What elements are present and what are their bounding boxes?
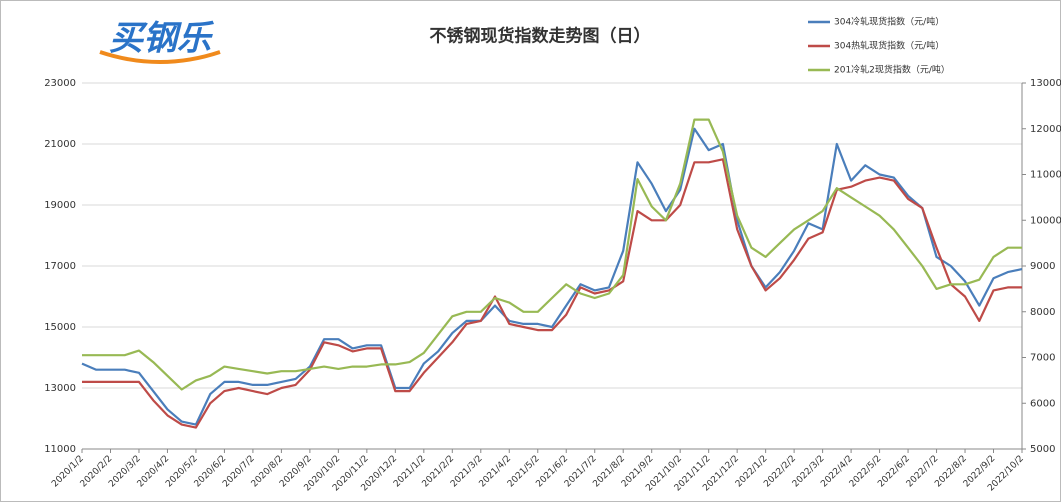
legend-label: 304热轧现货指数（元/吨） bbox=[834, 40, 944, 52]
y-tick-label: 13000 bbox=[44, 383, 76, 394]
y2-tick-label: 10000 bbox=[1030, 215, 1061, 226]
series-line bbox=[82, 118, 1022, 391]
y-tick-label: 17000 bbox=[44, 261, 76, 272]
y2-tick-label: 5000 bbox=[1030, 444, 1055, 455]
y-tick-label: 21000 bbox=[44, 139, 76, 150]
y2-tick-label: 9000 bbox=[1030, 261, 1055, 272]
y2-tick-label: 7000 bbox=[1030, 353, 1055, 364]
series-line bbox=[81, 127, 1023, 426]
y2-tick-label: 12000 bbox=[1030, 124, 1061, 135]
logo-swoosh bbox=[99, 50, 221, 64]
y2-tick-label: 8000 bbox=[1030, 307, 1055, 318]
y-tick-label: 19000 bbox=[44, 200, 76, 211]
y2-tick-label: 13000 bbox=[1030, 78, 1061, 89]
y-tick-label: 11000 bbox=[44, 444, 76, 455]
y-tick-label: 15000 bbox=[44, 322, 76, 333]
legend-label: 201冷轧2现货指数（元/吨） bbox=[834, 64, 950, 76]
chart-title: 不锈钢现货指数走势图（日） bbox=[430, 26, 651, 47]
series-line bbox=[82, 158, 1022, 429]
legend-label: 304冷轧现货指数（元/吨） bbox=[834, 16, 944, 28]
y2-tick-label: 11000 bbox=[1030, 170, 1061, 181]
y2-tick-label: 6000 bbox=[1030, 398, 1055, 409]
logo: 买钢乐 bbox=[109, 19, 214, 59]
y-tick-label: 23000 bbox=[44, 78, 76, 89]
